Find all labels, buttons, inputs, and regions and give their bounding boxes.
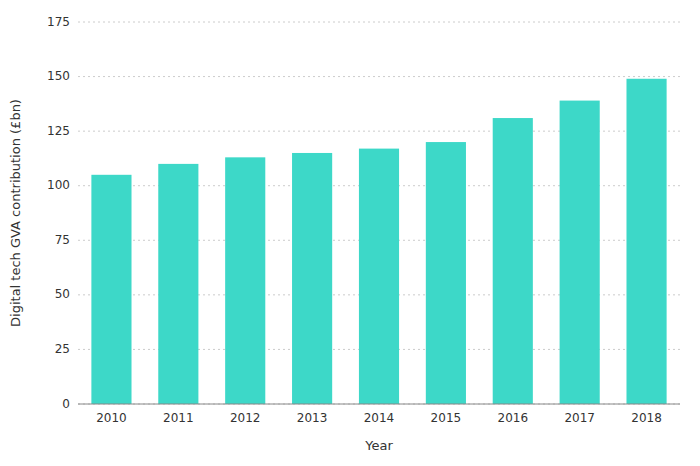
y-axis: 0 25 50 75 100 125 150 175: [47, 15, 70, 411]
chart-svg: 0255075100125150175201020112012201320142…: [0, 0, 700, 466]
x-tick-label: 2013: [297, 411, 328, 425]
y-tick-label: 25: [55, 342, 70, 356]
bar: [225, 157, 265, 404]
page: {"chart_data": {"type": "bar", "xlabel":…: [0, 0, 700, 466]
x-axis-label: Year: [364, 438, 393, 453]
chart-container: 0255075100125150175201020112012201320142…: [0, 0, 700, 466]
x-tick-label: 2010: [96, 411, 127, 425]
y-tick-label: 125: [47, 124, 70, 138]
x-tick-label: 2015: [431, 411, 462, 425]
grid-line: [78, 404, 680, 405]
grid-line: [78, 22, 680, 23]
y-tick-label: 150: [47, 69, 70, 83]
grid-line: [78, 76, 680, 77]
y-tick-label: 75: [55, 233, 70, 247]
y-tick-label: 50: [55, 287, 70, 301]
bar: [626, 79, 666, 404]
x-tick-label: 2011: [163, 411, 194, 425]
y-tick-label: 175: [47, 15, 70, 29]
y-grid: [78, 22, 680, 404]
x-tick-label: 2018: [631, 411, 662, 425]
y-tick-label: 0: [62, 397, 70, 411]
bar: [158, 164, 198, 404]
bar: [560, 101, 600, 404]
bar: [292, 153, 332, 404]
x-axis: 2010 2011 2012 2013 2014 2015 2016 2017 2018: [78, 404, 680, 425]
bar: [493, 118, 533, 404]
x-tick-label: 2016: [498, 411, 529, 425]
x-axis-line: [78, 404, 680, 405]
bar: [426, 142, 466, 404]
y-axis-label: Digital tech GVA contribution (£bn): [8, 99, 23, 327]
y-tick-label: 100: [47, 178, 70, 192]
x-tick-label: 2017: [564, 411, 595, 425]
bar: [91, 175, 131, 404]
bars: [91, 79, 666, 404]
bar: [359, 149, 399, 404]
x-tick-label: 2014: [364, 411, 395, 425]
x-tick-label: 2012: [230, 411, 261, 425]
